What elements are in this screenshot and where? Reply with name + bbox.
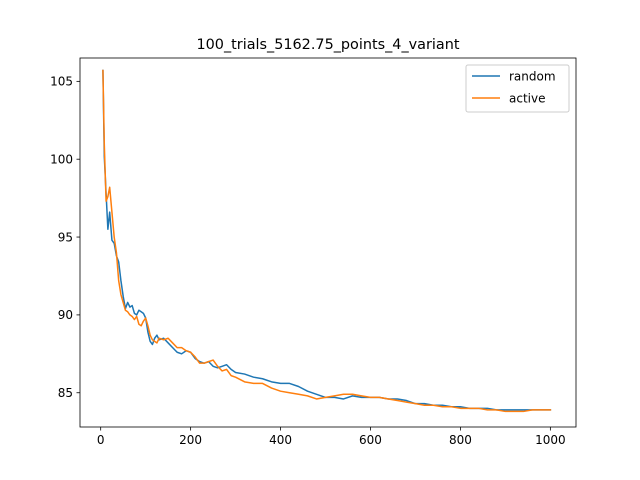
x-axis-ticks: 0 200 400 600 800 1000	[97, 427, 566, 447]
y-tick-label: 100	[50, 153, 73, 167]
y-axis-ticks: 85 90 95 100 105	[50, 75, 80, 400]
series-lines	[102, 69, 552, 413]
x-tick-label: 600	[359, 433, 382, 447]
x-tick-label: 400	[269, 433, 292, 447]
x-tick-label: 200	[179, 433, 202, 447]
legend-label-active: active	[509, 91, 545, 105]
y-tick-label: 95	[58, 230, 73, 244]
legend-label-random: random	[509, 69, 556, 83]
y-tick-label: 85	[58, 386, 73, 400]
chart-title: 100_trials_5162.75_points_4_variant	[196, 37, 459, 53]
x-tick-label: 1000	[535, 433, 566, 447]
x-tick-label: 0	[97, 433, 105, 447]
y-tick-label: 90	[58, 308, 73, 322]
axes-frame	[79, 57, 577, 428]
x-tick-label: 800	[449, 433, 472, 447]
series-line-active	[102, 69, 552, 413]
legend: random active	[465, 64, 570, 113]
y-tick-label: 105	[50, 75, 73, 89]
